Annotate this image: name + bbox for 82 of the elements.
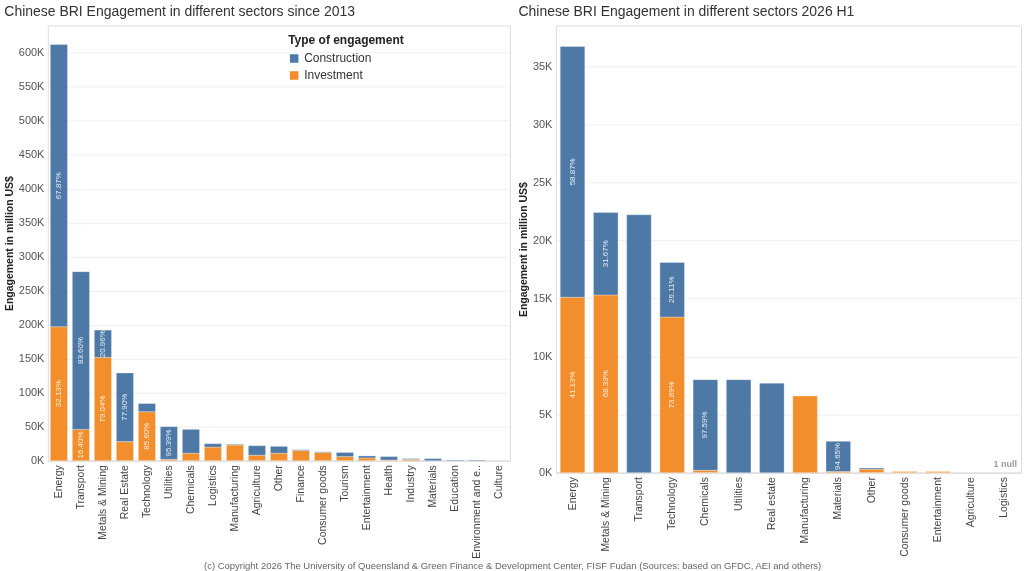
x-tick-label: Technology	[140, 464, 152, 519]
y-tick-label: 0K	[539, 466, 554, 479]
y-tick-label: 5K	[539, 408, 554, 421]
x-tick-label: Real Estate	[118, 464, 130, 520]
y-tick-label: 250K	[18, 284, 46, 297]
x-tick-label: Metals & Mining	[96, 464, 108, 540]
annotation: 68.33%	[600, 370, 610, 398]
annotation: 31.67%	[600, 240, 610, 268]
legend-title: Type of engagement	[288, 33, 404, 48]
annotation: 32.13%	[53, 380, 63, 408]
legend-label: Investment	[304, 68, 364, 83]
x-tick-label: Other	[865, 476, 877, 504]
x-tick-label: Health	[382, 464, 394, 496]
y-tick-label: 550K	[18, 80, 46, 93]
text: (c) Copyright 2026 The University of Queensland & Green Finance & Development Center, FISF Fudan (Sources: based on GFDC, AEI and others)	[204, 559, 822, 571]
y-axis-title: Engagement in million US$	[3, 175, 15, 312]
annotation: 83.60%	[75, 337, 85, 365]
x-tick-label: Entertainment	[360, 465, 372, 531]
x-tick-label: Education	[448, 464, 460, 512]
x-tick-label: Agriculture	[250, 464, 262, 516]
x-tick-label: Energy	[566, 476, 578, 511]
x-tick-label: Consumer goods	[898, 477, 910, 557]
annotation: 1 null	[993, 458, 1018, 469]
x-tick-label: Industry	[404, 464, 416, 503]
x-tick-label: Environment and e..	[470, 465, 482, 559]
x-tick-label: Chemicals	[699, 477, 711, 526]
x-tick-label: Transport	[632, 477, 644, 522]
y-tick-label: 10K	[532, 349, 554, 362]
x-tick-label: Consumer goods	[316, 465, 328, 545]
x-tick-label: Other	[272, 464, 284, 492]
annotation: 26.11%	[667, 276, 677, 303]
annotation: 67.87%	[53, 172, 63, 200]
y-tick-label: 20K	[532, 233, 554, 246]
annotation: 16.40%	[75, 431, 85, 459]
y-tick-label: 500K	[18, 114, 46, 127]
y-tick-label: 0K	[30, 454, 46, 467]
x-tick-label: Culture	[493, 464, 504, 499]
annotation: 77.90%	[119, 393, 129, 421]
y-tick-label: 100K	[18, 386, 46, 399]
annotation: 20.96%	[97, 330, 107, 358]
annotation: 41.13%	[567, 371, 577, 399]
y-tick-label: 300K	[18, 250, 46, 263]
x-tick-label: Manufacturing	[799, 476, 811, 544]
x-tick-label: Logistics	[998, 477, 1010, 518]
y-axis-title: Engagement in million US$	[517, 181, 529, 318]
x-tick-label: Transport	[74, 465, 86, 510]
x-tick-label: Agriculture	[965, 476, 977, 528]
x-tick-label: Tourism	[338, 464, 350, 502]
y-tick-label: 350K	[18, 216, 46, 229]
annotation: 73.89%	[667, 381, 677, 409]
x-tick-label: Manufacturing	[228, 464, 240, 532]
y-tick-label: 50K	[24, 420, 46, 433]
x-tick-label: Logistics	[206, 465, 218, 506]
x-tick-label: Materials	[832, 477, 844, 520]
x-tick-label: Metals & Mining	[599, 476, 611, 552]
chart-title: Chinese BRI Engagement in different sectors 2026 H1	[518, 2, 855, 19]
annotation: 79.04%	[97, 395, 107, 423]
y-tick-label: 150K	[18, 352, 46, 365]
x-tick-label: Utilities	[732, 477, 744, 511]
annotation: 58.87%	[567, 158, 577, 186]
x-tick-label: Real estate	[765, 476, 777, 531]
x-tick-label: Utilities	[162, 465, 174, 499]
annotation: 97.59%	[700, 411, 710, 439]
y-tick-label: 600K	[18, 46, 46, 59]
annotation: 95.39%	[163, 429, 173, 457]
x-tick-label: Energy	[52, 464, 64, 499]
x-tick-label: Chemicals	[184, 465, 196, 515]
y-tick-label: 30K	[532, 117, 554, 130]
x-tick-label: Materials	[426, 465, 438, 508]
y-tick-label: 15K	[532, 291, 554, 304]
x-tick-label: Technology	[666, 476, 678, 531]
y-tick-label: 450K	[18, 148, 46, 161]
legend-label: Construction	[304, 51, 372, 66]
annotation: 94.65%	[833, 442, 843, 470]
y-tick-label: 200K	[18, 318, 46, 331]
x-tick-label: Finance	[294, 464, 306, 503]
x-tick-label: Entertainment	[931, 477, 943, 543]
y-tick-label: 35K	[532, 59, 554, 72]
chart-title: Chinese BRI Engagement in different sectors since 2013	[4, 2, 356, 19]
y-tick-label: 25K	[532, 175, 554, 188]
annotation: 85.60%	[141, 422, 151, 450]
y-tick-label: 400K	[18, 182, 46, 195]
